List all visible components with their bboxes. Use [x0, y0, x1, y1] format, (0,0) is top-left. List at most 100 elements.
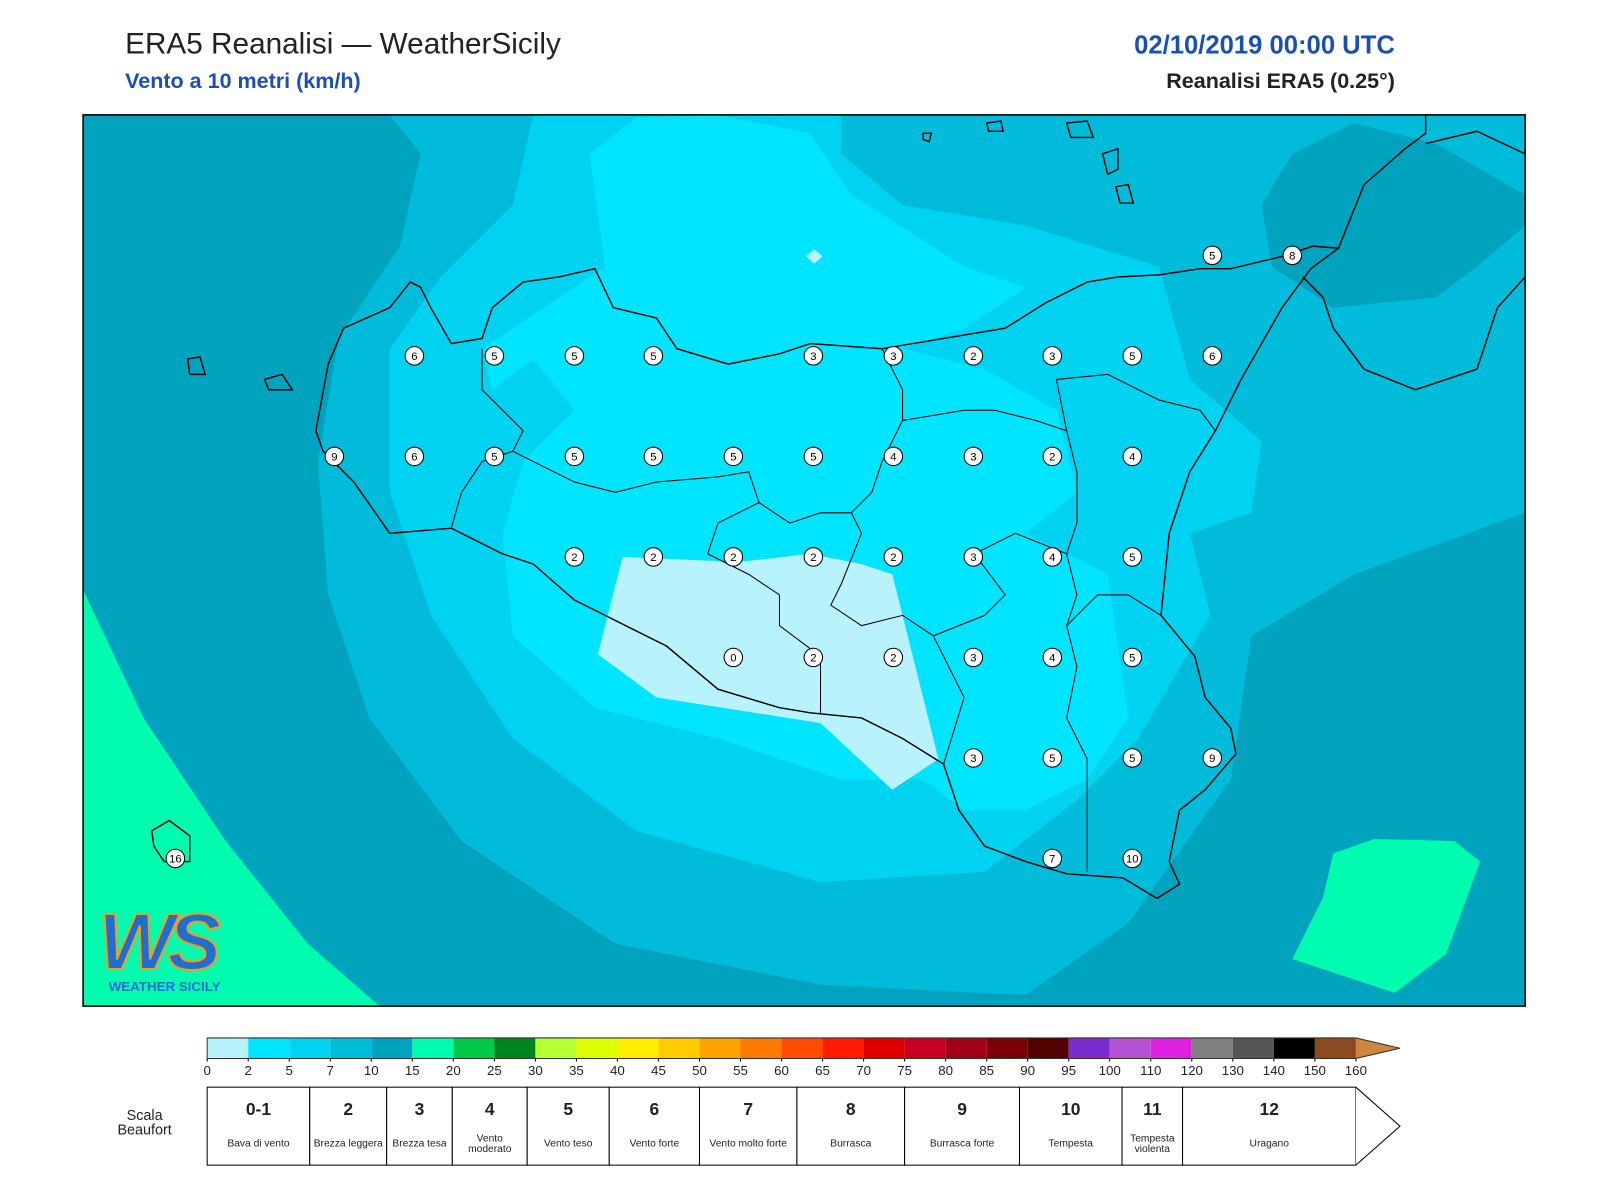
station-marker — [1122, 547, 1143, 567]
station-value: 3 — [970, 552, 976, 564]
station-value: 5 — [1129, 351, 1135, 363]
title: ERA5 Reanalisi — WeatherSicily — [125, 27, 561, 60]
tick-label: 30 — [528, 1063, 543, 1078]
tick-label: 5 — [286, 1063, 293, 1078]
station-value: 2 — [650, 552, 656, 564]
color-bin — [617, 1037, 659, 1059]
calabria-coast — [1302, 114, 1526, 391]
station-value: 2 — [890, 653, 896, 665]
station-value: 6 — [411, 351, 417, 363]
color-bin — [1314, 1037, 1356, 1059]
station-marker — [723, 547, 744, 567]
beaufort-name-box: Vento forte — [630, 1139, 680, 1149]
beaufort-force: 5 — [563, 1099, 573, 1119]
tick-label: 25 — [487, 1063, 502, 1078]
tick-label: 60 — [774, 1063, 789, 1078]
beaufort-name-box: Tempesta violenta — [1130, 1134, 1174, 1155]
tick-label: 95 — [1061, 1063, 1076, 1078]
beaufort-name: Burrasca — [830, 1138, 872, 1150]
color-extension — [1355, 1037, 1400, 1059]
tick-label: 140 — [1263, 1063, 1285, 1078]
tick-label: 35 — [569, 1063, 584, 1078]
color-bin — [207, 1037, 249, 1059]
station-marker — [643, 547, 664, 567]
wind-area — [597, 553, 939, 790]
station-value: 5 — [1209, 250, 1215, 262]
station-value: 2 — [890, 552, 896, 564]
station-value: 5 — [1049, 753, 1055, 765]
station-value: 3 — [1049, 351, 1055, 363]
tick-label: 65 — [815, 1063, 830, 1078]
colorbar: 0 2 5 7 10 15 20 25 30 35 40 45 50 55 60 65 70 75 80 85 90 95… — [203, 1037, 1401, 1078]
tick-label: 90 — [1020, 1063, 1035, 1078]
tick-label: 15 — [405, 1063, 420, 1078]
station-marker — [1042, 647, 1063, 668]
beaufort-force: 9 — [957, 1099, 967, 1119]
station-value: 5 — [571, 452, 577, 464]
tick-label: 85 — [979, 1063, 994, 1078]
station-marker — [1042, 346, 1063, 366]
color-bin — [248, 1037, 290, 1059]
wind-area — [1292, 838, 1480, 993]
color-bin — [699, 1037, 741, 1059]
beaufort-name-box: Tempesta — [1049, 1139, 1093, 1149]
source: Reanalisi ERA5 (0.25°) — [1166, 69, 1395, 93]
station-marker — [564, 346, 585, 366]
station-marker — [1202, 346, 1223, 366]
color-bin — [863, 1037, 905, 1059]
station-value: 6 — [411, 452, 417, 464]
color-bin — [1273, 1037, 1315, 1059]
station-marker — [1202, 748, 1223, 768]
beaufort-caption: Scala Beaufort — [117, 1108, 171, 1137]
color-bin — [945, 1037, 987, 1059]
map: 5 8 6 5 5 5 3 3 2 3 5 6 9 6 5 5 5 5 5 4 3 2 4 2 2 2 2 2 3 4 5 0 2 2 3 4 5 3 5 5… — [83, 114, 1526, 1007]
beaufort-force: 11 — [1143, 1099, 1162, 1119]
beaufort-force: 2 — [343, 1099, 353, 1119]
beaufort-cell — [1018, 1086, 1123, 1166]
tick-label: 80 — [938, 1063, 953, 1078]
station-value: 4 — [1049, 552, 1055, 564]
beaufort-name: Uragano — [1249, 1138, 1289, 1150]
station-value: 10 — [1126, 854, 1139, 866]
beaufort-force: 0-1 — [246, 1099, 271, 1119]
tick-label: 10 — [364, 1063, 379, 1078]
station-marker — [963, 748, 984, 768]
color-bin — [289, 1037, 331, 1059]
station-value: 5 — [1129, 552, 1135, 564]
station-value: 9 — [1209, 753, 1215, 765]
wind-area — [806, 249, 823, 264]
station-marker — [643, 446, 664, 467]
tick-label: 7 — [327, 1063, 334, 1078]
station-marker — [484, 446, 505, 467]
beaufort-name: Vento teso — [543, 1138, 593, 1150]
station-value: 2 — [970, 351, 976, 363]
color-bin — [412, 1037, 454, 1059]
tick-label: 2 — [244, 1063, 251, 1078]
tick-label: 110 — [1140, 1063, 1161, 1078]
sicily-coast — [315, 245, 1341, 900]
subtitle: Vento a 10 metri (km/h) — [125, 69, 361, 93]
beaufort-name: Brezza leggera — [313, 1138, 383, 1150]
station-marker — [643, 346, 664, 366]
coastline — [151, 114, 1526, 900]
station-marker — [723, 647, 744, 668]
color-bin — [494, 1037, 536, 1059]
station-value: 5 — [650, 351, 656, 363]
beaufort-name-box: Burrasca forte — [930, 1139, 994, 1149]
logo-mark: WS — [98, 897, 220, 986]
station-marker — [803, 346, 824, 366]
station-value: 3 — [970, 653, 976, 665]
beaufort-scale: Scala Beaufort 0-1 Bava di vento 2 Brezza l… — [117, 1086, 1401, 1166]
beaufort-force: 12 — [1260, 1099, 1279, 1119]
province-borders — [450, 348, 1216, 872]
station-marker — [723, 446, 744, 467]
beaufort-name: Vento moderato — [468, 1133, 512, 1155]
beaufort-name-box: Burrasca — [830, 1138, 872, 1150]
beaufort-force: 6 — [650, 1099, 660, 1119]
beaufort-cell — [904, 1086, 1020, 1166]
station-marker — [1122, 748, 1143, 768]
tick-label: 100 — [1099, 1063, 1121, 1078]
color-bin — [904, 1037, 946, 1059]
station-marker — [803, 647, 824, 668]
